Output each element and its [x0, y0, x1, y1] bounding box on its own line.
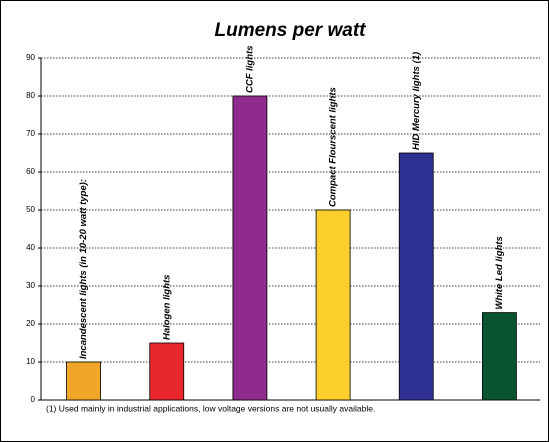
chart-title: Lumens per watt: [215, 20, 367, 41]
bar-label: White Led lights: [494, 236, 505, 309]
bar: [315, 209, 351, 401]
y-tick-label: 0: [31, 395, 36, 404]
y-tick-label: 50: [26, 205, 35, 214]
bar: [398, 152, 434, 401]
bar-label: Halogen lights: [161, 275, 172, 340]
bar-label: CCF lights: [244, 45, 255, 93]
y-tick-label: 80: [26, 91, 35, 100]
footnote: (1) Used mainly in industrial applicatio…: [46, 403, 375, 413]
y-tick-label: 60: [26, 167, 35, 176]
bar: [149, 342, 185, 401]
bar: [232, 95, 268, 401]
bar-label: Incandescent lights (in 10-20 watt type)…: [78, 179, 89, 359]
y-tick-label: 10: [26, 357, 35, 366]
bar-label: Compact Flourscent lights: [328, 87, 339, 207]
y-tick-label: 20: [26, 319, 35, 328]
bar-label: HID Mercury lights (1): [411, 52, 422, 150]
bar: [482, 312, 517, 401]
bar: [66, 361, 101, 401]
y-tick-label: 40: [26, 243, 35, 252]
y-tick-label: 30: [26, 281, 35, 290]
y-tick-label: 90: [26, 53, 35, 62]
y-tick-label: 70: [26, 129, 35, 138]
